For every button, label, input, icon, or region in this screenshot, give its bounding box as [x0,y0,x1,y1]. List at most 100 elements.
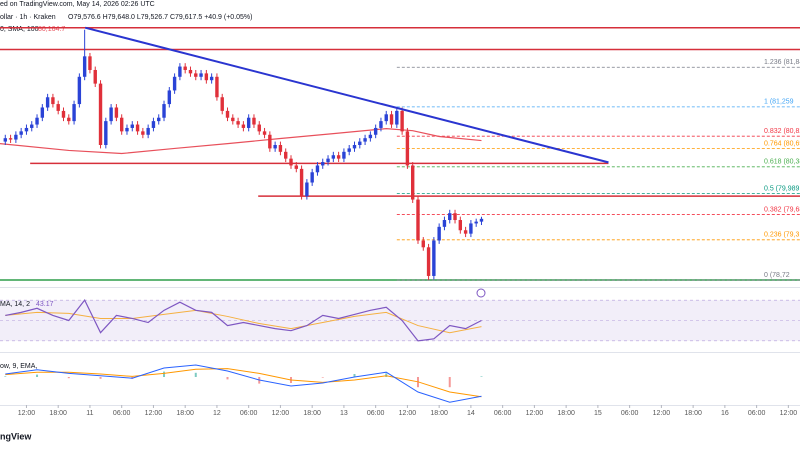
x-tick-label: 06:00 [621,410,639,417]
pane-value: 43.17 [36,301,54,308]
candle-body [262,131,267,135]
candle-body [72,104,76,122]
published: ed on TradingView.com, May 14, 2026 02:2… [0,1,155,8]
candle-body [77,76,82,105]
replay-icon[interactable] [476,288,486,298]
macd-histogram [353,374,356,377]
candle-body [273,145,277,149]
ohlc: O79,576.6 H79,648.0 L79,526.7 C79,617.5 … [68,14,252,21]
candle-body [45,97,50,108]
candle-body [67,117,71,122]
pane-label: ow, 9, EMA, [0,363,37,370]
candle-body [231,117,235,122]
candle-body [40,107,45,118]
candle-body [225,110,230,118]
macd-histogram [321,377,324,378]
candle-body [321,162,325,166]
candle-body [119,117,124,132]
x-tick-label: 13 [340,410,348,417]
rsi-line [5,299,482,342]
macd-histogram [194,372,197,377]
trend-line [84,26,609,164]
macd-histogram [480,376,483,377]
macd-histogram [448,377,451,388]
candle-body [426,247,431,276]
candle-body [3,138,7,142]
indicator-value: 80,164.7 [38,26,65,33]
candle-body [215,76,219,98]
candle-body [199,73,203,77]
candle-body [368,134,373,139]
fib-label: 0.236 (79,31 [764,232,800,239]
candle-body [162,104,166,118]
x-tick-label: 18:00 [49,410,67,417]
candle-body [172,76,177,91]
candle-body [167,90,172,105]
fib-label: 0.382 (79,68 [764,206,800,213]
x-tick-label: 12:00 [653,410,671,417]
candle-body [284,151,288,159]
fib-label: 0.5 (79,989 [764,185,800,192]
signal-line [5,368,482,398]
fib-label: 0 (78,72 [764,272,790,279]
candle-body [109,107,113,122]
candle-body [389,114,394,125]
candle-body [278,145,283,152]
candle-body [8,138,13,140]
logo[interactable]: ngView [0,431,32,441]
x-tick-label: 06:00 [494,410,512,417]
fib-label: 1.236 (81,840 [764,59,800,66]
x-tick-label: 12:00 [272,410,290,417]
candle-body [88,56,92,70]
candle-body [448,213,452,221]
x-tick-label: 06:00 [748,410,766,417]
x-tick-label: 18:00 [557,410,575,417]
candle-body [220,97,224,111]
candle-body [442,220,447,227]
candle-body [474,221,478,224]
candle-body [437,226,441,241]
candle-body [146,127,150,135]
candle-body [352,145,357,149]
candle-body [19,131,23,135]
candle-body [342,151,346,159]
x-tick-label: 06:00 [240,410,258,417]
candle-body [135,124,140,132]
candle-body [35,117,39,125]
x-tick-label: 11 [86,410,93,417]
candle-body [56,104,60,111]
candle-body [363,138,367,142]
x-tick-label: 12:00 [18,410,36,417]
candle-body [416,199,420,241]
candle-body [294,165,298,169]
candle-body [469,223,473,234]
candle-body [458,220,463,231]
candle-body [130,124,134,128]
x-tick-label: 15 [594,410,602,417]
candle-body [453,213,457,221]
candle-body [310,172,314,183]
candle-body [331,155,336,159]
sma-line [0,128,482,155]
candle-body [24,127,29,132]
candle-body [236,121,240,125]
candle-body [289,158,293,166]
fib-label: 1 (81,259 [764,99,794,106]
candle-body [479,218,484,222]
candle-body [336,155,341,159]
candle-body [30,124,34,128]
x-tick-label: 12:00 [526,410,544,417]
candle-body [421,240,425,248]
candle-body [432,240,436,276]
indicator: 0, SMA, 100 [0,26,39,33]
x-tick-label: 14 [467,410,475,417]
candle-body [410,165,415,200]
x-tick-label: 18:00 [684,410,702,417]
x-tick-label: 12 [213,410,221,417]
x-tick-label: 16 [721,410,729,417]
candle-body [257,124,261,132]
candle-body [93,69,97,84]
x-tick-label: 12:00 [399,410,417,417]
